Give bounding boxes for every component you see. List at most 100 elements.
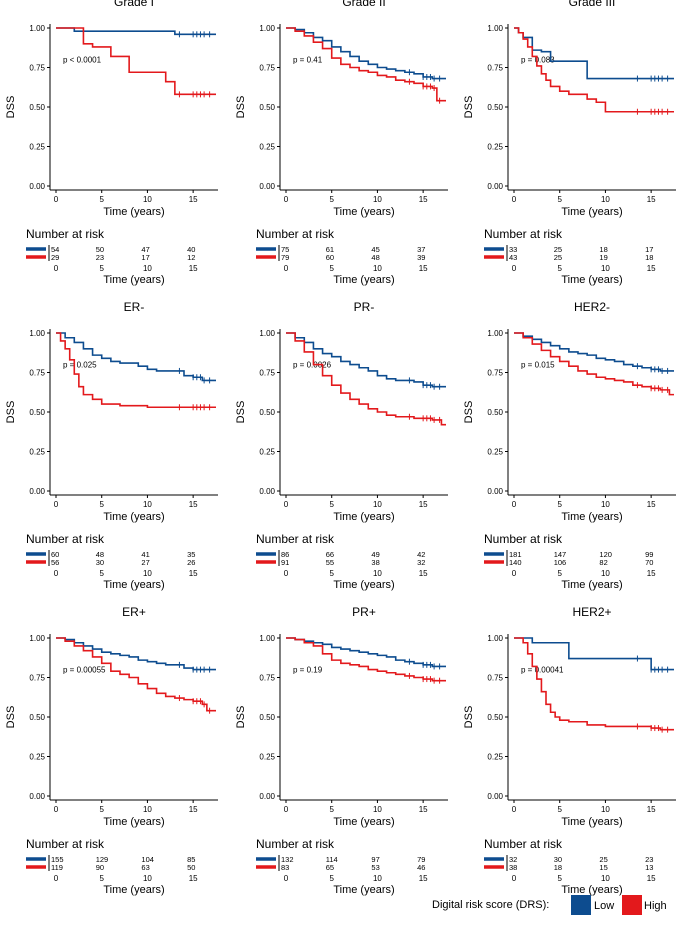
x-tick-label: 15 [419,500,428,509]
panel-1: Grade II 0.00 0.25 0.50 0.75 1.00 DSS 0 5 10 15 Tim… [235,0,448,286]
risk-low-count: 37 [417,245,425,254]
risk-high-count: 63 [141,863,149,872]
risk-low-count: 79 [417,855,425,864]
panel-title: HER2+ [572,605,611,619]
x-tick-label: 10 [143,500,152,509]
risk-low-count: 23 [645,855,653,864]
y-tick-label: 0.75 [487,369,503,378]
km-curve-high [56,332,216,409]
risk-x-axis-label: Time (years) [561,274,622,286]
km-curve-low [514,332,674,372]
risk-high-count: 46 [417,863,425,872]
km-curve-low [286,332,446,388]
risk-high-count: 140 [509,558,522,567]
risk-x-axis-label: Time (years) [333,274,394,286]
panel-7: PR+ 0.00 0.25 0.50 0.75 1.00 DSS 0 5 10 15 Time (ye… [235,605,448,896]
risk-low-count: 147 [554,550,567,559]
risk-high-count: 29 [51,253,59,262]
y-tick-label: 0.25 [487,753,503,762]
x-tick-label: 0 [512,805,517,814]
risk-high-count: 50 [187,863,195,872]
x-tick-label: 15 [647,195,656,204]
risk-high-count: 15 [599,863,607,872]
risk-x-tick-label: 0 [284,264,289,273]
x-tick-label: 10 [143,805,152,814]
risk-x-axis-label: Time (years) [103,274,164,286]
p-value: p = 0.00055 [63,666,106,675]
risk-x-tick-label: 0 [512,264,517,273]
risk-high-count: 13 [645,863,653,872]
y-axis-label: DSS [5,401,17,424]
y-tick-label: 0.00 [29,487,45,496]
x-axis-label: Time (years) [333,206,394,218]
x-tick-label: 10 [601,195,610,204]
risk-high-count: 70 [645,558,653,567]
y-axis-label: DSS [463,401,475,424]
legend-high-label: High [644,900,667,912]
risk-table-title: Number at risk [484,227,563,241]
risk-high-count: 18 [554,863,562,872]
y-tick-label: 0.00 [29,792,45,801]
risk-high-count: 23 [96,253,104,262]
x-tick-label: 0 [512,500,517,509]
risk-x-tick-label: 10 [601,264,610,273]
y-tick-label: 0.25 [29,448,45,457]
y-tick-label: 1.00 [259,634,275,643]
risk-x-tick-label: 10 [601,874,610,883]
km-curve-high [286,332,446,426]
risk-x-tick-label: 5 [329,264,334,273]
legend-low-swatch [571,895,591,915]
drs-legend: Digital risk score (DRS): Low High [0,893,685,923]
risk-low-count: 181 [509,550,522,559]
risk-low-count: 99 [645,550,653,559]
risk-low-count: 40 [187,245,195,254]
risk-low-count: 41 [141,550,149,559]
risk-low-count: 17 [645,245,653,254]
risk-high-count: 32 [417,558,425,567]
y-tick-label: 0.25 [29,143,45,152]
y-tick-label: 1.00 [29,634,45,643]
risk-low-count: 114 [326,855,338,864]
x-tick-label: 5 [329,195,334,204]
risk-high-count: 48 [371,253,379,262]
risk-x-tick-label: 0 [54,874,59,883]
panel-title: ER- [124,300,145,314]
risk-low-count: 25 [554,245,562,254]
risk-low-count: 66 [326,550,334,559]
risk-high-count: 18 [645,253,653,262]
risk-low-count: 155 [51,855,64,864]
p-value: p = 0.025 [63,361,97,370]
risk-low-count: 33 [509,245,517,254]
panel-title: Grade III [569,0,616,9]
risk-high-count: 27 [141,558,149,567]
x-tick-label: 0 [284,500,289,509]
risk-table-title: Number at risk [484,532,563,546]
x-axis-label: Time (years) [333,511,394,523]
risk-low-count: 49 [371,550,379,559]
risk-table-title: Number at risk [256,227,335,241]
x-axis-label: Time (years) [103,816,164,828]
risk-high-count: 39 [417,253,425,262]
x-tick-label: 5 [99,195,104,204]
risk-high-count: 65 [326,863,334,872]
risk-table-title: Number at risk [484,837,563,851]
y-tick-label: 0.50 [259,103,275,112]
risk-x-tick-label: 5 [99,569,104,578]
y-tick-label: 0.00 [487,182,503,191]
y-axis-label: DSS [463,96,475,119]
x-tick-label: 5 [557,195,562,204]
y-tick-label: 1.00 [487,24,503,33]
risk-low-count: 35 [187,550,195,559]
y-tick-label: 0.75 [487,64,503,73]
risk-high-count: 38 [371,558,379,567]
risk-low-count: 75 [281,245,289,254]
risk-x-tick-label: 15 [419,264,428,273]
y-tick-label: 0.50 [487,408,503,417]
risk-high-count: 55 [326,558,334,567]
p-value: p = 0.015 [521,361,555,370]
risk-x-tick-label: 15 [419,874,428,883]
y-tick-label: 1.00 [259,329,275,338]
risk-x-tick-label: 10 [601,569,610,578]
x-tick-label: 15 [189,805,198,814]
y-tick-label: 0.25 [29,753,45,762]
